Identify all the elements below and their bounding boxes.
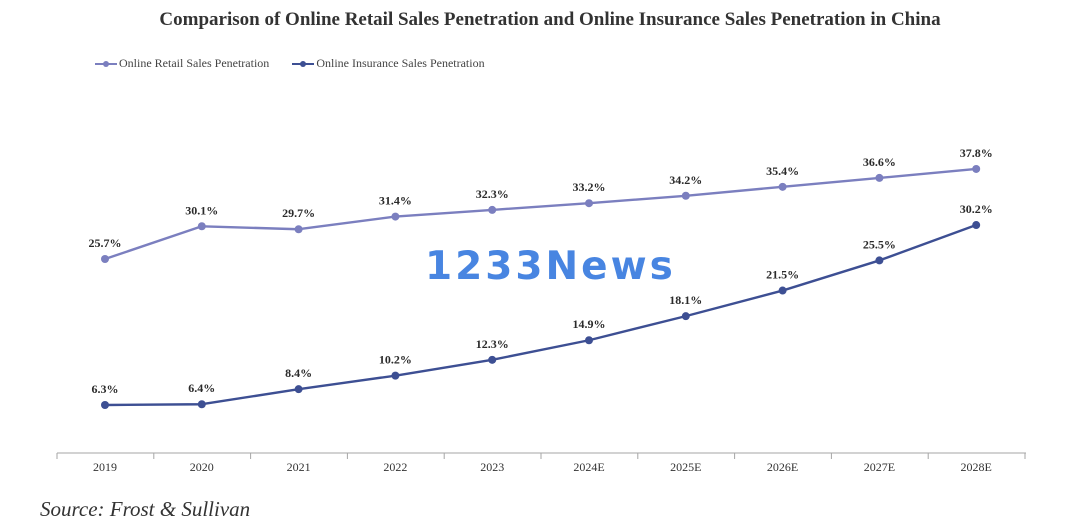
data-point: [197, 222, 206, 231]
data-label: 36.6%: [863, 155, 896, 169]
x-tick-label: 2019: [93, 460, 117, 474]
data-label: 6.4%: [188, 381, 215, 395]
data-label: 25.5%: [863, 237, 896, 251]
legend-retail-label: Online Retail Sales Penetration: [119, 56, 270, 70]
x-tick-label: 2025E: [670, 460, 701, 474]
data-point: [391, 212, 400, 221]
data-label: 6.3%: [92, 382, 119, 396]
data-point: [875, 173, 884, 182]
data-point: [972, 221, 981, 230]
data-label: 32.3%: [476, 187, 509, 201]
x-tick-label: 2021: [287, 460, 311, 474]
data-label: 12.3%: [476, 337, 509, 351]
x-tick-label: 2020: [190, 460, 214, 474]
data-point: [778, 286, 787, 295]
data-point: [488, 205, 497, 214]
data-label: 37.8%: [960, 146, 993, 160]
data-point: [585, 199, 593, 208]
data-label: 30.2%: [960, 202, 993, 216]
data-label: 21.5%: [766, 268, 799, 282]
data-point: [391, 371, 400, 380]
source-note: Source: Frost & Sullivan: [40, 497, 251, 521]
data-label: 18.1%: [669, 293, 702, 307]
x-tick-label: 2022: [383, 460, 407, 474]
data-point: [197, 400, 206, 409]
x-tick-label: 2023: [480, 460, 504, 474]
data-label: 31.4%: [379, 194, 412, 208]
legend-insurance-line-icon: [292, 60, 315, 67]
x-tick-label: 2028E: [961, 460, 992, 474]
data-label: 14.9%: [573, 317, 606, 331]
data-point: [875, 256, 884, 265]
data-label: 8.4%: [285, 366, 312, 380]
data-label: 35.4%: [766, 164, 799, 178]
data-label: 34.2%: [669, 173, 702, 187]
data-label: 10.2%: [379, 353, 412, 367]
data-point: [585, 336, 593, 345]
data-point: [778, 182, 787, 191]
chart-title: Comparison of Online Retail Sales Penetr…: [159, 9, 941, 30]
x-tick-label: 2026E: [767, 460, 798, 474]
watermark-text: 1233News: [425, 244, 676, 289]
data-label: 33.2%: [573, 180, 606, 194]
legend-retail-line-icon: [95, 60, 117, 67]
chart-legend: Online Retail Sales Penetration Online I…: [95, 56, 485, 71]
legend-item-retail: Online Retail Sales Penetration: [95, 56, 269, 71]
data-label: 30.1%: [185, 203, 218, 217]
x-tick-label: 2027E: [864, 460, 895, 474]
data-point: [972, 164, 981, 173]
data-point: [681, 191, 690, 200]
data-point: [101, 255, 109, 263]
series-line-insurance: [104, 223, 977, 407]
data-point: [681, 312, 690, 321]
legend-insurance-label: Online Insurance Sales Penetration: [316, 56, 485, 70]
data-point: [488, 355, 497, 364]
legend-item-insurance: Online Insurance Sales Penetration: [292, 56, 485, 71]
series-line-retail: [104, 167, 977, 261]
data-point: [294, 385, 303, 394]
x-tick-label: 2024E: [573, 460, 604, 474]
data-point: [294, 225, 303, 234]
data-label: 29.7%: [282, 206, 315, 220]
data-point: [101, 401, 109, 409]
data-label: 25.7%: [89, 236, 122, 250]
